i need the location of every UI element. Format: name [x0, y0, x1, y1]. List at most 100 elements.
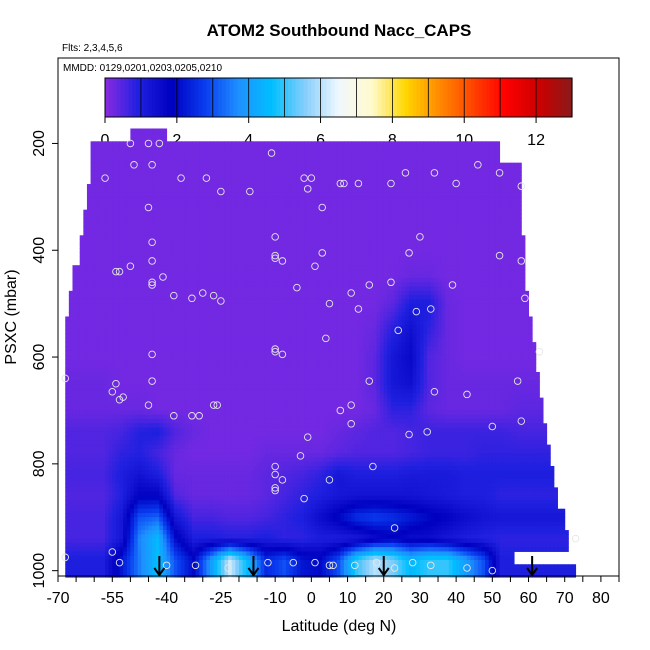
observation-point — [115, 267, 124, 276]
observation-point — [488, 566, 497, 575]
observation-point — [405, 249, 413, 257]
observation-point — [144, 139, 153, 148]
x-tick-label: 50 — [483, 590, 501, 607]
observation-point — [463, 564, 471, 572]
colorbar-tick-label: 2 — [172, 132, 181, 149]
observation-point — [115, 558, 124, 567]
colorbar-tick-label: 12 — [527, 132, 545, 149]
x-tick-label: -25 — [209, 590, 232, 607]
observation-point — [271, 470, 279, 479]
arrow-markers — [153, 556, 538, 577]
observation-point — [452, 179, 460, 188]
x-tick-label: 40 — [447, 590, 465, 607]
observation-point — [311, 558, 319, 567]
observation-point — [267, 149, 276, 157]
x-tick-label: 20 — [375, 590, 393, 607]
observation-point — [517, 417, 526, 425]
observation-point — [148, 161, 156, 169]
observation-point — [278, 350, 287, 359]
observation-point — [271, 347, 279, 356]
observation-point — [365, 377, 374, 385]
observation-point — [351, 561, 359, 570]
observation-point — [119, 393, 127, 401]
observation-point — [271, 484, 279, 492]
observation-point — [271, 345, 279, 353]
x-tick-label: 60 — [520, 590, 538, 607]
observation-point — [387, 179, 395, 188]
observation-point — [130, 161, 138, 169]
observation-point — [177, 174, 185, 182]
observation-point — [303, 433, 312, 441]
x-axis: -70 -55 -40 -25 -10 0 10 20 30 40 50 60 70 80 — [46, 576, 620, 607]
flights-label: Flts: 2,3,4,5,6 — [62, 43, 123, 54]
observation-point — [535, 347, 544, 356]
x-tick-label: 10 — [339, 590, 357, 607]
observation-point — [394, 326, 402, 335]
observation-point — [202, 174, 211, 182]
observation-point — [495, 251, 504, 260]
observation-point — [325, 561, 334, 570]
observation-point — [199, 289, 207, 297]
observation-point — [162, 561, 171, 570]
observation-point — [354, 305, 363, 313]
plot-frame — [57, 57, 620, 577]
y-tick-label: 600 — [31, 344, 48, 371]
observation-point — [264, 558, 272, 567]
observation-point — [318, 249, 326, 257]
observation-point — [408, 558, 417, 567]
observation-point — [390, 564, 399, 572]
observation-point — [387, 278, 395, 287]
observation-point — [148, 377, 156, 385]
observation-point — [340, 179, 348, 188]
colorbar: 0 2 4 6 8 10 12 — [101, 77, 573, 149]
observation-point — [126, 262, 135, 271]
observation-point — [271, 254, 279, 263]
observation-point — [322, 334, 330, 343]
colorbar-tick-label: 0 — [101, 132, 110, 149]
observation-point — [188, 412, 196, 420]
observation-point — [159, 273, 167, 281]
observation-point — [463, 390, 471, 399]
x-tick-label: 80 — [592, 590, 610, 607]
observation-point — [325, 299, 334, 308]
observation-point — [517, 257, 526, 265]
observation-point — [224, 564, 232, 572]
observation-point — [209, 291, 218, 300]
observation-point — [303, 185, 312, 193]
x-tick-label: 0 — [307, 590, 316, 607]
y-tick-label: 800 — [31, 450, 48, 477]
observation-point — [61, 553, 69, 562]
observation-point — [170, 291, 178, 300]
observation-point — [347, 289, 355, 297]
x-tick-label: 70 — [556, 590, 574, 607]
observation-point — [148, 278, 156, 287]
observation-point — [170, 412, 178, 420]
arrow-head — [153, 567, 166, 577]
observation-point — [278, 257, 287, 265]
observation-point — [571, 534, 580, 543]
colorbar-tick-label: 8 — [388, 132, 397, 149]
observation-point — [423, 428, 431, 436]
observation-point — [195, 412, 203, 420]
x-tick-label: -40 — [155, 590, 178, 607]
arrow-head — [526, 567, 538, 577]
observation-point — [148, 281, 156, 289]
observation-point — [347, 420, 355, 428]
observation-point — [271, 251, 279, 260]
observation-point — [188, 294, 196, 303]
observation-point — [354, 179, 363, 188]
x-axis-label: Latitude (deg N) — [282, 618, 397, 635]
observation-point — [369, 462, 377, 471]
observation-point — [430, 388, 439, 396]
observation-point — [293, 283, 301, 292]
observation-point — [101, 174, 109, 182]
y-axis-label: PSXC (mbar) — [3, 269, 20, 364]
y-tick-label: 200 — [31, 130, 48, 157]
observation-point — [289, 558, 298, 567]
colorbar-tick-label: 6 — [316, 132, 325, 149]
observation-point — [495, 169, 504, 177]
observation-point — [209, 401, 218, 409]
arrow-head — [247, 567, 260, 577]
observation-point — [217, 297, 225, 305]
